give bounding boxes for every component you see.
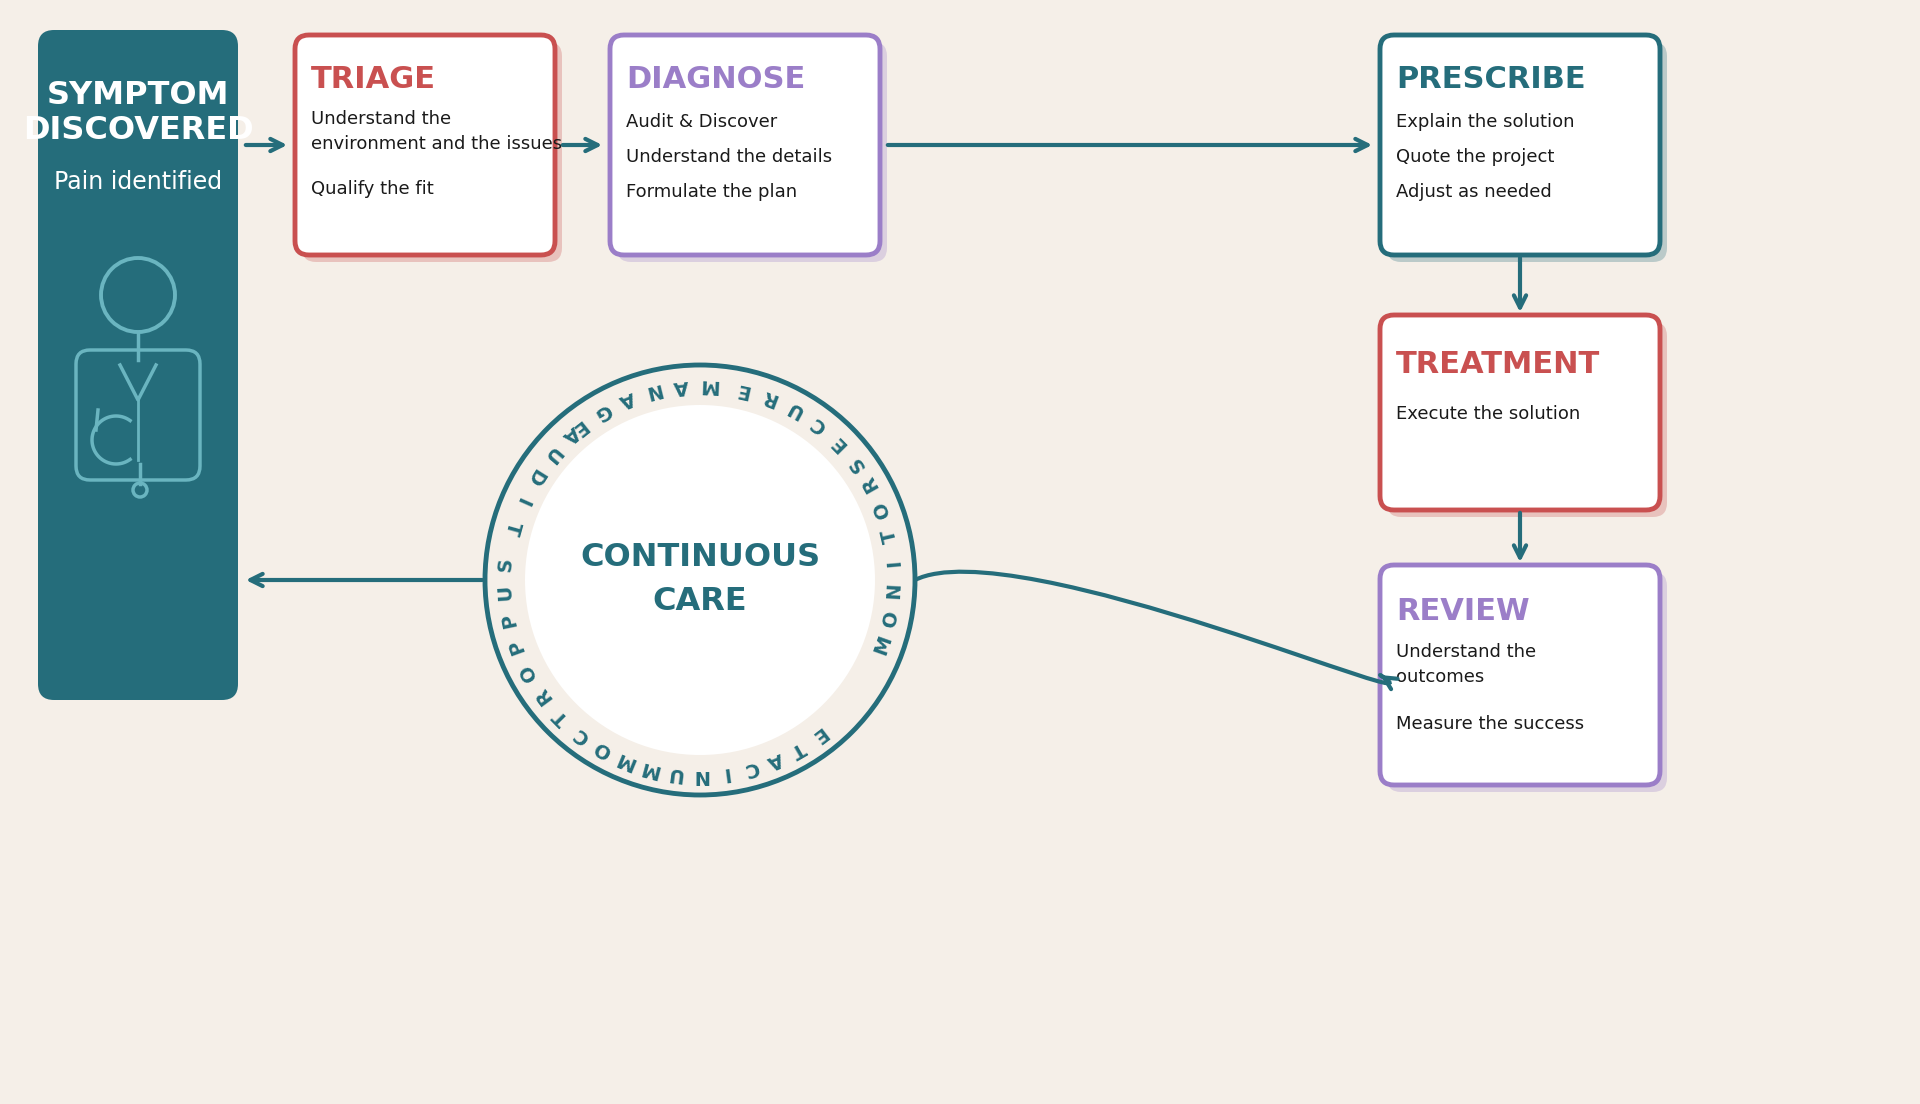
Text: Understand the
outcomes: Understand the outcomes (1396, 643, 1536, 686)
Text: E: E (733, 379, 751, 401)
Text: Formulate the plan: Formulate the plan (626, 183, 797, 201)
FancyBboxPatch shape (296, 35, 555, 255)
Text: TRIAGE: TRIAGE (311, 65, 436, 94)
Text: Execute the solution: Execute the solution (1396, 405, 1580, 423)
Text: PRESCRIBE: PRESCRIBE (1396, 65, 1586, 94)
Text: Pain identified: Pain identified (54, 170, 223, 194)
Text: A: A (672, 375, 689, 396)
Text: N: N (643, 380, 662, 402)
Text: T: T (501, 519, 522, 537)
Text: CONTINUOUS: CONTINUOUS (580, 542, 820, 573)
Text: REVIEW: REVIEW (1396, 597, 1530, 626)
Text: S: S (845, 453, 868, 476)
Text: U: U (666, 763, 684, 784)
FancyBboxPatch shape (1380, 35, 1661, 255)
FancyBboxPatch shape (38, 30, 238, 700)
FancyBboxPatch shape (611, 35, 879, 255)
Text: C: C (570, 723, 593, 746)
Text: Audit & Discover: Audit & Discover (626, 113, 778, 131)
FancyBboxPatch shape (1380, 315, 1661, 510)
Text: O: O (516, 660, 540, 684)
Text: S: S (495, 556, 516, 572)
Text: I: I (720, 764, 730, 783)
Text: DIAGNOSE: DIAGNOSE (626, 65, 804, 94)
Text: M: M (612, 747, 637, 773)
Text: A: A (616, 388, 637, 411)
Text: C: C (806, 413, 829, 436)
Text: Qualify the fit: Qualify the fit (311, 180, 434, 198)
Text: Measure the success: Measure the success (1396, 715, 1584, 733)
Text: R: R (858, 473, 881, 495)
Text: U: U (783, 397, 806, 422)
Text: N: N (691, 765, 708, 785)
Text: C: C (741, 757, 760, 779)
FancyBboxPatch shape (1386, 42, 1667, 262)
Text: Understand the
environment and the issues: Understand the environment and the issue… (311, 110, 563, 153)
Text: P: P (499, 611, 520, 629)
Text: T: T (879, 527, 900, 544)
Text: U: U (495, 584, 515, 601)
Text: O: O (870, 498, 893, 520)
Circle shape (524, 405, 876, 755)
Text: Explain the solution: Explain the solution (1396, 113, 1574, 131)
Text: R: R (532, 684, 555, 708)
Text: M: M (637, 756, 660, 781)
Text: M: M (872, 633, 897, 658)
Text: Quote the project: Quote the project (1396, 148, 1555, 166)
Text: A: A (559, 422, 582, 446)
Text: D: D (522, 465, 547, 489)
Text: E: E (808, 723, 829, 746)
Text: T: T (787, 737, 808, 761)
FancyBboxPatch shape (1380, 565, 1661, 785)
Circle shape (486, 365, 916, 795)
FancyBboxPatch shape (1386, 322, 1667, 517)
Text: SYMPTOM: SYMPTOM (46, 79, 228, 112)
Text: I: I (885, 559, 904, 567)
Text: M: M (699, 375, 718, 395)
Text: A: A (764, 749, 785, 772)
Text: TREATMENT: TREATMENT (1396, 350, 1599, 379)
Text: CARE: CARE (653, 586, 747, 617)
Text: G: G (589, 400, 612, 424)
Text: T: T (549, 705, 572, 729)
Text: DISCOVERED: DISCOVERED (23, 115, 253, 146)
Text: O: O (591, 736, 614, 762)
Text: E: E (568, 416, 589, 439)
FancyBboxPatch shape (1386, 572, 1667, 792)
FancyBboxPatch shape (616, 42, 887, 262)
Text: E: E (828, 432, 851, 454)
Text: R: R (758, 386, 780, 410)
Text: N: N (885, 582, 904, 599)
Text: Adjust as needed: Adjust as needed (1396, 183, 1551, 201)
Text: O: O (879, 608, 902, 628)
Text: I: I (511, 495, 532, 509)
FancyBboxPatch shape (301, 42, 563, 262)
Text: U: U (540, 442, 563, 466)
Text: Understand the details: Understand the details (626, 148, 831, 166)
Text: P: P (505, 637, 528, 657)
